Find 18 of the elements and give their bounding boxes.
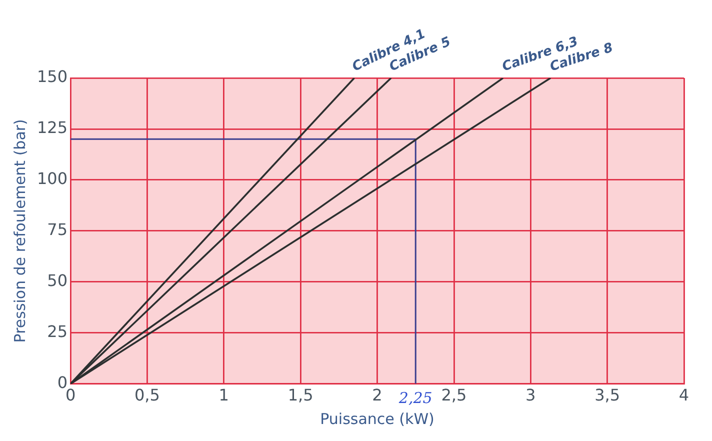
- x-axis-title: Puissance (kW): [320, 410, 434, 428]
- x-tick-label: 3: [526, 386, 536, 405]
- x-tick-label: 1: [218, 386, 229, 405]
- x-tick-label: 4: [678, 386, 690, 405]
- annotation: 2,25: [398, 389, 432, 408]
- x-tick-label: 2,5: [441, 386, 467, 405]
- x-tick-label: 1,5: [288, 386, 314, 405]
- y-tick-label: 100: [36, 169, 68, 188]
- y-tick-label: 150: [36, 67, 68, 86]
- x-tick-label: 3,5: [594, 386, 620, 405]
- y-tick-label: 25: [47, 322, 68, 341]
- y-tick-label: 50: [47, 271, 68, 290]
- x-tick-label: 2: [372, 386, 382, 405]
- y-tick-label: 125: [36, 118, 68, 138]
- y-axis-title: Pression de refoulement (bar): [10, 119, 29, 343]
- y-tick-label: 0: [57, 372, 68, 392]
- x-tick-label: 0,5: [134, 386, 160, 405]
- y-tick-label: 75: [47, 220, 68, 240]
